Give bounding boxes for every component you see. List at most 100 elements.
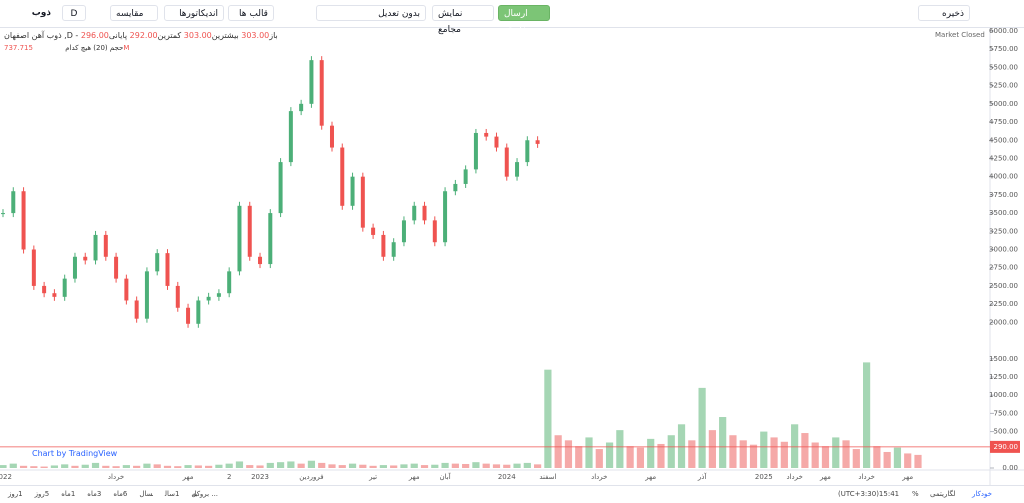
- candle-body: [62, 278, 67, 297]
- volume-bar: [739, 440, 747, 468]
- x-tick-label: اسفند: [539, 473, 556, 481]
- volume-bar: [832, 437, 840, 468]
- candle-body: [391, 242, 396, 257]
- volume-bar: [883, 451, 891, 468]
- candle-body: [21, 191, 26, 250]
- volume-bar: [266, 462, 274, 468]
- volume-bar: [564, 440, 573, 468]
- symbol[interactable]: ذوب: [31, 8, 51, 18]
- candle-body: [473, 132, 478, 170]
- candle-body: [196, 300, 201, 324]
- candle-body: [227, 271, 232, 294]
- y-tick-label: 4750.00: [989, 118, 1018, 126]
- candle-body: [165, 253, 170, 286]
- interval[interactable]: D: [62, 5, 86, 21]
- log[interactable]: لگاریتمی: [930, 490, 956, 498]
- volume-bar: [256, 465, 264, 468]
- x-tick-label: فروردین: [299, 473, 323, 481]
- y-tick-label: 500.00: [994, 428, 1019, 436]
- candle-body: [258, 256, 263, 265]
- x-tick-label: 2025: [755, 473, 773, 481]
- low: 292.00: [129, 31, 158, 40]
- x-tick-label: 2: [227, 473, 231, 481]
- range-button[interactable]: 1روز: [8, 490, 23, 498]
- volume-bar: [133, 465, 141, 468]
- candle-body: [72, 256, 77, 279]
- x-tick-label: مهر: [644, 473, 656, 481]
- range-button[interactable]: 5روز: [34, 490, 50, 498]
- volume-bar: [770, 437, 778, 468]
- candle-body: [206, 296, 211, 301]
- y-tick-label: 0.00: [1002, 464, 1018, 472]
- volume-bar: [575, 446, 583, 468]
- candle-body: [42, 285, 47, 294]
- range-button[interactable]: کل: [191, 490, 201, 498]
- candle-body: [299, 103, 304, 112]
- candle-body: [114, 256, 119, 279]
- volume-bar: [225, 463, 233, 468]
- candle-body: [134, 300, 139, 319]
- candle-body: [31, 249, 36, 286]
- volume-bar: [791, 424, 799, 468]
- watermark[interactable]: Chart by TradingView: [32, 449, 118, 458]
- candle-body: [453, 183, 458, 192]
- x-tick-label: 2022: [0, 473, 12, 481]
- volume-bar: [852, 449, 860, 468]
- legend: ذوب آهن اصفهان ,D - باز303.00 بیشترین303…: [4, 31, 278, 40]
- volume-bar: [801, 433, 809, 468]
- x-tick-label: مهر: [819, 473, 831, 481]
- adjust[interactable]: بدون تعدیل: [316, 5, 426, 21]
- range-button[interactable]: سال: [139, 490, 153, 498]
- range-button[interactable]: 1سال: [164, 490, 180, 498]
- candle-body: [124, 278, 129, 301]
- candle-body: [83, 256, 88, 261]
- open-label: باز: [269, 31, 278, 40]
- auto[interactable]: خودکار: [972, 490, 992, 498]
- y-tick-label: 4000.00: [989, 173, 1018, 181]
- volume-bar: [328, 464, 336, 468]
- volume-bar: [544, 369, 552, 468]
- range-button[interactable]: 6ماه: [113, 490, 128, 498]
- x-tick-label: آبان: [439, 472, 451, 481]
- volume-bar: [585, 437, 593, 468]
- candle-body: [401, 220, 406, 243]
- candle-body: [443, 191, 448, 243]
- candle-body: [216, 293, 221, 297]
- candle-body: [237, 205, 242, 272]
- goto[interactable]: برو به ...: [192, 490, 219, 498]
- range-button[interactable]: 1ماه: [61, 490, 76, 498]
- volume-bar: [647, 438, 655, 468]
- symbol-name: ذوب آهن اصفهان ,D -: [4, 31, 79, 40]
- volume-bar: [513, 463, 521, 468]
- send-order[interactable]: ارسال سفارش: [498, 5, 550, 35]
- volume-bar: [534, 464, 542, 468]
- volume-bar: [503, 464, 511, 468]
- candle-body: [103, 234, 108, 257]
- show-meetings[interactable]: نمایش مجامع: [432, 5, 494, 35]
- templates[interactable]: قالب ها: [228, 5, 274, 21]
- percent[interactable]: %: [912, 490, 919, 498]
- save[interactable]: ذخیره: [918, 5, 970, 21]
- x-tick-label: خرداد: [786, 473, 802, 481]
- x-tick-label: 2023: [251, 473, 269, 481]
- y-tick-label: 1500.00: [989, 355, 1018, 363]
- indicators[interactable]: اندیکاتورها: [164, 5, 224, 21]
- volume-bar: [441, 462, 449, 468]
- volume-bar: [81, 464, 89, 468]
- chart: 0.00250.00500.00750.001000.001250.001500…: [0, 28, 1024, 485]
- volume-bar: [307, 460, 316, 468]
- volume-bar: [276, 462, 285, 468]
- x-tick-label: مهر: [901, 473, 913, 481]
- volume-bar: [472, 462, 480, 468]
- volume-bar: [677, 424, 686, 468]
- candle-body: [288, 111, 293, 163]
- candle-body: [360, 176, 365, 228]
- volume-bar: [297, 463, 305, 468]
- volume-bar: [318, 462, 326, 468]
- volume-bar: [143, 463, 151, 468]
- range-button[interactable]: 3ماه: [87, 490, 102, 498]
- compare[interactable]: مقایسه: [110, 5, 158, 21]
- volume-legend: حجم (20) هیچ کدام 737.715M: [4, 44, 129, 52]
- volume-bar: [215, 464, 223, 468]
- price-label-bg: [990, 440, 1020, 453]
